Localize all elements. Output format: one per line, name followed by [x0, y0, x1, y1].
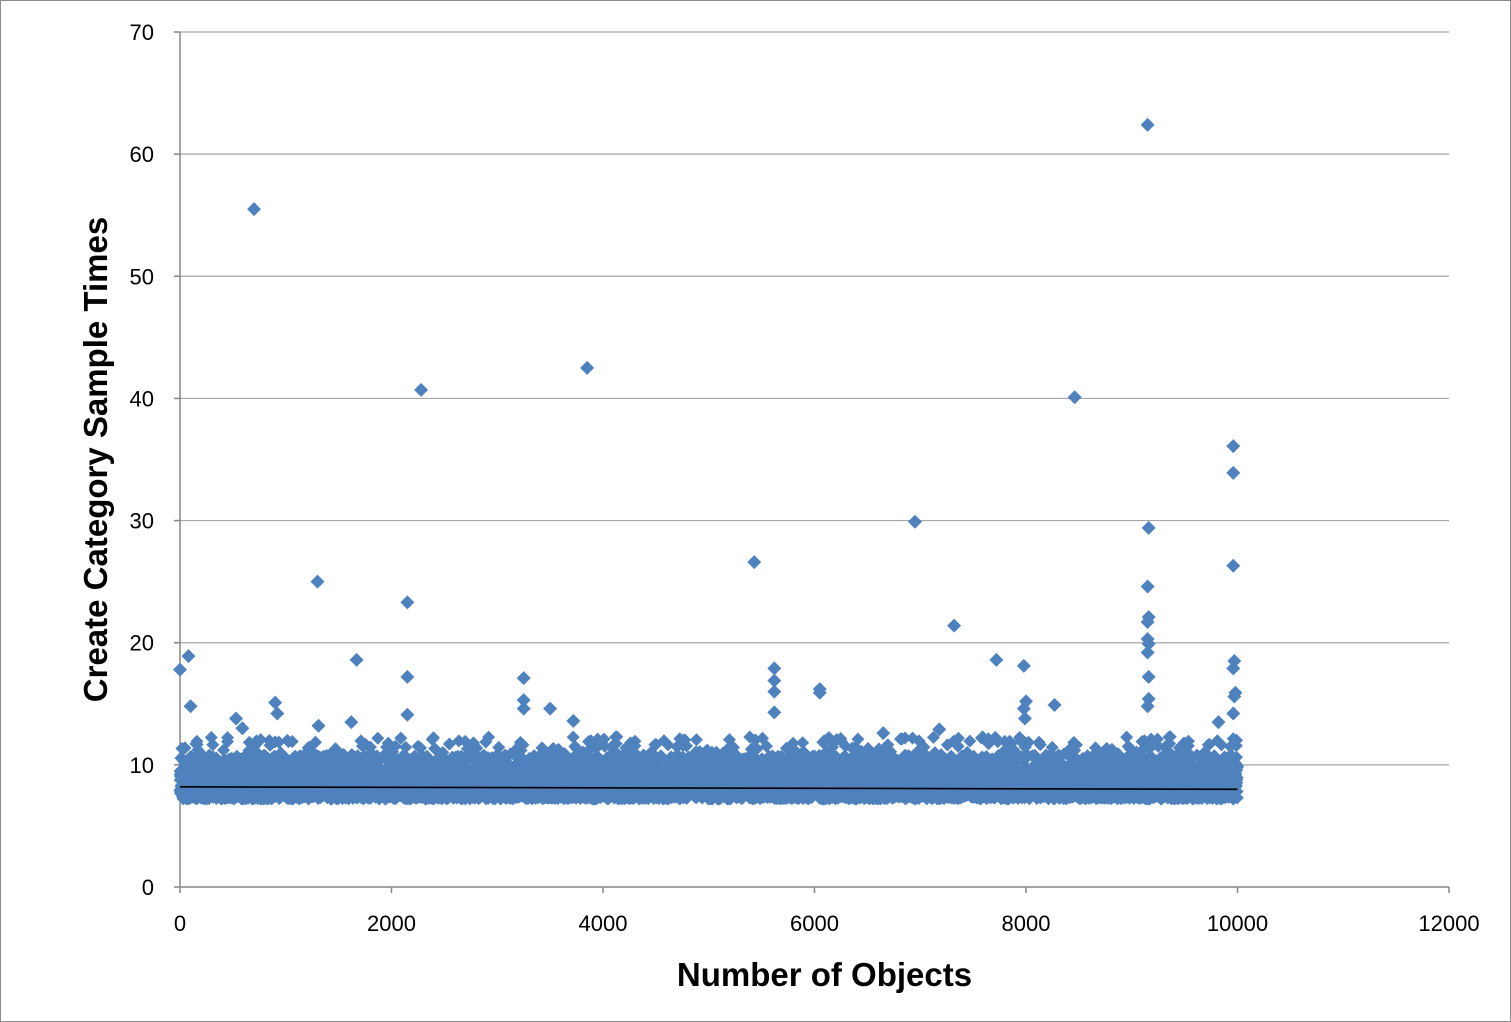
x-tick-label-12000: 12000	[1418, 911, 1479, 936]
y-axis-title: Create Category Sample Times	[77, 217, 114, 702]
x-tick-label-8000: 8000	[1002, 911, 1051, 936]
y-tick-label-60: 60	[130, 142, 154, 167]
data-point-cluster	[1220, 732, 1244, 806]
y-tick-label-70: 70	[130, 20, 154, 45]
x-tick-labels: 0 2000 4000 6000 8000 10000 12000	[174, 911, 1480, 936]
data-point	[907, 514, 922, 529]
data-point	[235, 721, 250, 736]
data-points	[173, 117, 1244, 806]
data-point	[344, 715, 359, 730]
x-axis-title: Number of Objects	[677, 956, 972, 993]
data-point	[1067, 390, 1082, 405]
data-point	[1140, 645, 1155, 660]
data-point	[516, 701, 531, 716]
data-point	[268, 695, 283, 710]
data-point	[1016, 701, 1031, 716]
y-tick-label-30: 30	[130, 509, 154, 534]
gridlines	[180, 31, 1449, 766]
data-point	[1016, 658, 1031, 673]
data-point	[876, 726, 891, 741]
data-point	[767, 705, 782, 720]
data-point	[1140, 117, 1155, 132]
trendline	[179, 786, 1238, 791]
data-point	[580, 360, 595, 375]
data-point	[1226, 706, 1241, 721]
data-point	[1226, 465, 1241, 480]
data-point	[310, 574, 325, 589]
data-point	[1140, 579, 1155, 594]
data-point	[767, 661, 782, 676]
data-point	[1226, 558, 1241, 573]
data-point	[767, 673, 782, 688]
data-point	[1141, 636, 1156, 651]
data-point	[400, 669, 415, 684]
data-point	[400, 707, 415, 722]
y-tick-labels: 0 10 20 30 40 50 60 70	[130, 20, 154, 900]
data-point	[400, 595, 415, 610]
data-point	[1047, 698, 1062, 713]
data-point	[516, 693, 531, 708]
data-point	[989, 652, 1004, 667]
data-point	[947, 618, 962, 633]
data-point	[932, 722, 947, 737]
data-point	[1141, 669, 1156, 684]
data-point	[1017, 711, 1032, 726]
x-tick-label-10000: 10000	[1207, 911, 1268, 936]
data-point	[747, 555, 762, 570]
data-point	[767, 684, 782, 699]
data-point	[247, 202, 262, 217]
x-tick-label-0: 0	[174, 911, 186, 936]
data-point	[173, 662, 187, 677]
y-tick-label-10: 10	[130, 753, 154, 778]
y-tick-label-0: 0	[142, 875, 154, 900]
data-point	[566, 713, 581, 728]
data-point	[181, 649, 196, 664]
data-point	[812, 685, 827, 700]
data-point	[1141, 520, 1156, 535]
data-point	[414, 382, 429, 397]
data-point	[543, 701, 558, 716]
data-point	[1211, 715, 1226, 730]
data-point	[1227, 689, 1242, 704]
data-point	[1226, 439, 1241, 454]
data-point	[270, 706, 285, 721]
data-point	[516, 671, 531, 686]
x-tick-label-4000: 4000	[579, 911, 628, 936]
data-point	[183, 699, 198, 714]
data-point	[229, 711, 244, 726]
x-tick-label-2000: 2000	[367, 911, 416, 936]
data-point	[1226, 661, 1241, 676]
data-point	[1140, 699, 1155, 714]
y-tick-label-40: 40	[130, 386, 154, 411]
x-tick-label-6000: 6000	[790, 911, 839, 936]
data-point	[311, 718, 326, 733]
data-point	[1140, 614, 1155, 629]
y-tick-label-50: 50	[130, 264, 154, 289]
data-point	[349, 652, 364, 667]
trendline-group	[179, 786, 1238, 791]
y-tick-label-20: 20	[130, 631, 154, 656]
